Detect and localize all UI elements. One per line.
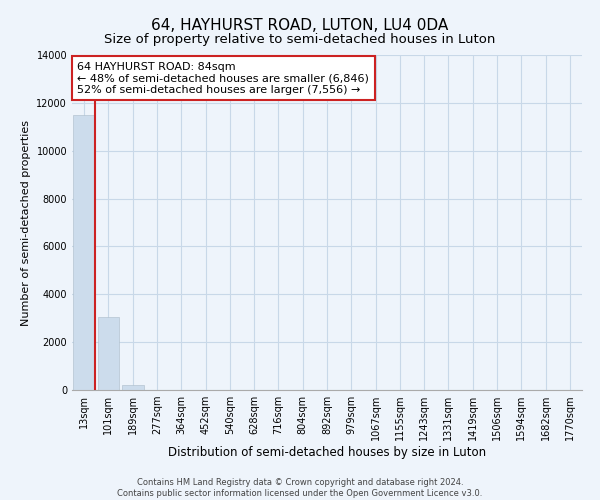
Y-axis label: Number of semi-detached properties: Number of semi-detached properties	[21, 120, 31, 326]
X-axis label: Distribution of semi-detached houses by size in Luton: Distribution of semi-detached houses by …	[168, 446, 486, 459]
Text: Size of property relative to semi-detached houses in Luton: Size of property relative to semi-detach…	[104, 32, 496, 46]
Bar	[122, 385, 143, 390]
Bar	[97, 317, 119, 390]
Text: 64, HAYHURST ROAD, LUTON, LU4 0DA: 64, HAYHURST ROAD, LUTON, LU4 0DA	[151, 18, 449, 32]
Bar	[73, 115, 95, 390]
Text: Contains HM Land Registry data © Crown copyright and database right 2024.
Contai: Contains HM Land Registry data © Crown c…	[118, 478, 482, 498]
Text: 64 HAYHURST ROAD: 84sqm
← 48% of semi-detached houses are smaller (6,846)
52% of: 64 HAYHURST ROAD: 84sqm ← 48% of semi-de…	[77, 62, 369, 95]
